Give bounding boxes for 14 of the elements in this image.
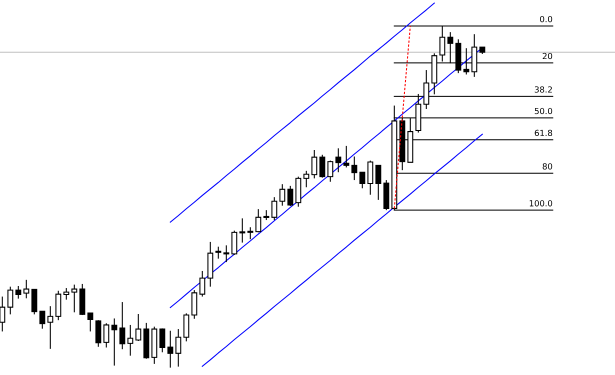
annotation: 38.2	[534, 86, 552, 93]
annotation: 100.0	[530, 200, 552, 206]
annotation: 0.0	[540, 16, 552, 22]
candlestick	[167, 330, 174, 368]
annotation: 50.0	[534, 108, 552, 114]
annotation: 61.8	[534, 130, 552, 136]
candlestick	[0, 296, 6, 332]
candlestick	[47, 306, 54, 350]
candlestick	[239, 218, 246, 244]
candlestick	[23, 279, 30, 299]
annotation: 80	[542, 163, 552, 170]
annotation: 20	[542, 52, 552, 60]
candlestick	[351, 156, 358, 181]
candlestick	[127, 324, 134, 356]
